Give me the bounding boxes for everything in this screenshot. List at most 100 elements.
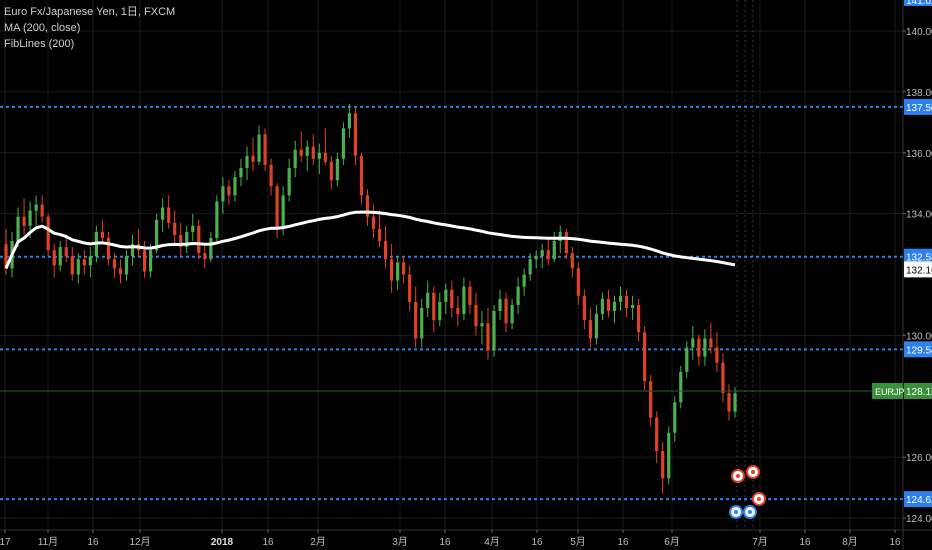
candle-body [323, 152, 327, 162]
candle-body [215, 201, 219, 238]
candle-body [161, 207, 165, 220]
y-tick-label: 126.000 [906, 453, 932, 464]
candle-body [414, 301, 418, 339]
candle-body [124, 256, 129, 275]
fib-tag [904, 248, 932, 265]
candle-body [269, 164, 273, 187]
candle-body [245, 155, 249, 168]
candle-body [396, 262, 400, 281]
legend-ma: MA (200, close) [4, 22, 81, 34]
candles [4, 104, 737, 494]
candle-body [582, 295, 586, 321]
candle-body [468, 286, 472, 305]
candle-body [691, 338, 695, 348]
legend-title: Euro Fx/Japanese Yen, 1日, FXCM [4, 6, 176, 18]
candle-body [191, 225, 195, 232]
candle-body [112, 259, 117, 269]
candle-body [371, 216, 376, 229]
candle-body [438, 301, 442, 321]
price-tag [904, 382, 932, 399]
candle-body [389, 259, 394, 281]
candle-body [408, 274, 412, 302]
candle-body [173, 222, 177, 235]
candle-body [450, 289, 454, 308]
candle-body [58, 247, 62, 266]
fib-label: 129.542 [906, 345, 932, 356]
candle-body [709, 338, 713, 348]
x-tick-label: 2018 [211, 537, 234, 548]
symbol-label: EURJPY [875, 387, 911, 397]
candle-body [118, 268, 123, 275]
y-tick-label: 138.000 [906, 88, 932, 99]
candle-body [685, 347, 689, 372]
x-tick-label: 7月 [752, 536, 768, 548]
candle-body [697, 338, 701, 357]
event-marker-dot [736, 474, 740, 478]
event-markers[interactable] [729, 465, 766, 519]
candle-body [462, 286, 466, 315]
candle-body [540, 250, 544, 257]
candle-body [263, 134, 267, 165]
candle-body [106, 237, 111, 260]
time-axis[interactable]: 17 11月 16 12月 2018 16 2月 3月 16 4月 16 5月 16 6月 7月 16 8月 16 [0, 529, 932, 548]
candle-body [88, 256, 92, 266]
symbol-tag [872, 382, 903, 399]
x-tick-label: 12月 [129, 536, 150, 548]
price-axis[interactable]: 140.000 138.000 136.000 134.000 130.000 126.0… [872, 0, 932, 550]
legend-fib: FibLines (200) [4, 38, 75, 50]
candle-body [293, 149, 297, 168]
candle-body [432, 292, 436, 321]
x-tick-label: 16 [799, 537, 811, 548]
x-tick-label: 17 [0, 537, 11, 548]
candle-body [703, 338, 707, 357]
candle-body [341, 128, 345, 159]
event-marker-dot [751, 470, 755, 474]
ma-tag [904, 261, 932, 278]
x-tick-label: 3月 [392, 536, 408, 548]
candle-body [197, 225, 201, 254]
y-tick-label: 140.000 [906, 27, 932, 38]
x-tick-label: 16 [889, 537, 901, 548]
candle-body [233, 177, 237, 196]
candle-body [353, 113, 358, 156]
x-tick-label: 5月 [570, 536, 586, 548]
x-tick-label: 16 [87, 537, 99, 548]
candle-body [251, 155, 255, 162]
candle-body [34, 204, 38, 211]
candle-body [82, 259, 86, 266]
event-marker-dot [734, 510, 738, 514]
event-marker-dot [748, 510, 752, 514]
candle-body [4, 244, 8, 269]
top-cut-tag [904, 0, 932, 6]
y-tick-label: 134.000 [906, 210, 932, 221]
candle-body [299, 149, 303, 156]
chart-legend: Euro Fx/Japanese Yen, 1日, FXCM MA (200, … [4, 4, 175, 52]
x-tick-label: 16 [617, 537, 629, 548]
candle-body [52, 250, 56, 266]
candle-body [456, 307, 460, 315]
fib-tag [904, 98, 932, 115]
candle-body [275, 186, 279, 229]
candle-body [618, 295, 623, 302]
fib-tag [904, 341, 932, 358]
candle-body [209, 237, 213, 260]
candle-body [534, 256, 538, 260]
event-marker-dot [757, 497, 761, 501]
candle-body [649, 381, 653, 418]
candle-body [305, 146, 309, 156]
candle-body [239, 167, 243, 178]
candle-body [317, 152, 321, 159]
candle-body [167, 207, 171, 223]
x-tick-label: 16 [531, 537, 543, 548]
candle-body [564, 231, 568, 254]
candle-body [64, 247, 68, 257]
x-tick-label: 16 [439, 537, 451, 548]
candle-body [335, 158, 339, 181]
candle-body [420, 307, 424, 339]
candle-body [377, 228, 382, 242]
candle-body [221, 186, 225, 202]
candle-body [383, 241, 388, 260]
candle-body [179, 234, 183, 248]
candle-body [130, 244, 135, 257]
